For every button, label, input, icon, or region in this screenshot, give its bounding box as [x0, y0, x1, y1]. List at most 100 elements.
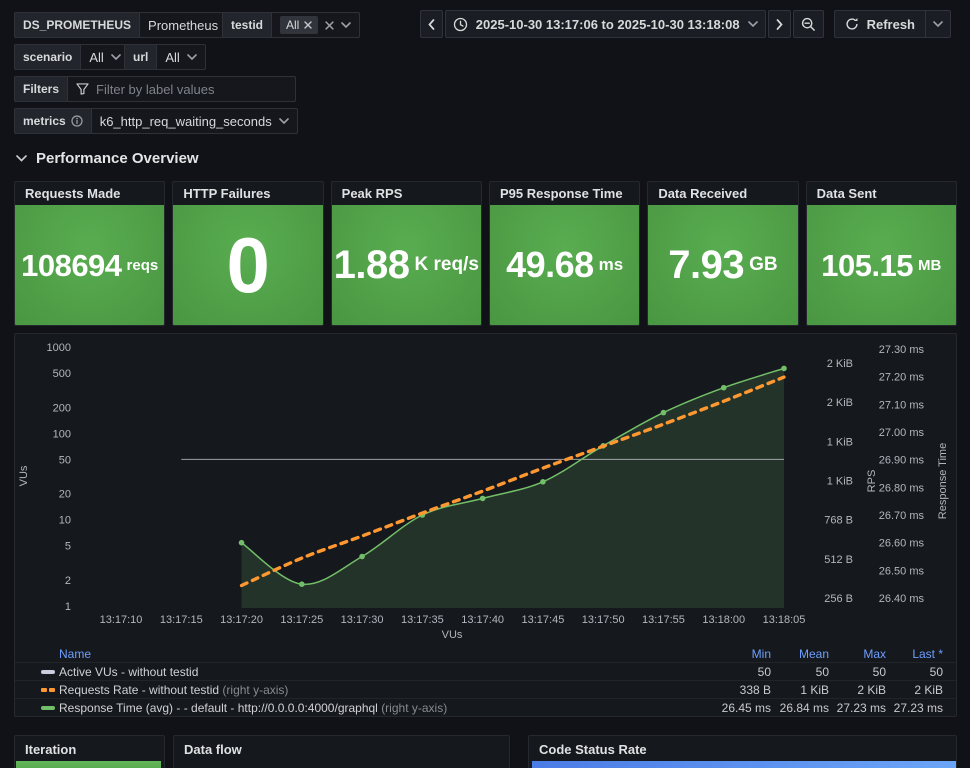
axis-tick-label: 26.70 ms	[879, 510, 925, 522]
axis-tick-label: 26.90 ms	[879, 455, 925, 467]
testid-chip-all[interactable]: All	[280, 16, 319, 34]
legend-row: Requests Rate - without testid (right y-…	[15, 680, 956, 698]
axis-tick-label: RPS	[866, 470, 878, 493]
arrow-left-icon	[428, 18, 435, 30]
testid-chip-label: All	[286, 18, 300, 32]
stat-value-area: 0	[173, 205, 323, 325]
variable-picker-metrics[interactable]: k6_http_req_waiting_seconds	[90, 108, 298, 134]
section-title: Performance Overview	[36, 150, 199, 167]
section-performance-overview[interactable]: Performance Overview	[16, 150, 199, 167]
stat-value: 105.15	[821, 247, 914, 283]
axis-tick-label: 512 B	[824, 554, 853, 566]
time-shift-back-button[interactable]	[419, 10, 443, 38]
variable-label-testid: testid	[222, 12, 272, 38]
response-time-point	[660, 409, 667, 416]
variable-value-ds: Prometheus	[148, 17, 219, 33]
legend-stat-value: 50	[815, 664, 829, 679]
close-icon[interactable]	[304, 21, 313, 29]
legend-col-max[interactable]: Max	[863, 647, 886, 661]
panel-title: Code Status Rate	[539, 742, 647, 757]
variable-value-scenario: All	[89, 49, 104, 65]
refresh-interval-dropdown[interactable]	[925, 11, 950, 37]
axis-tick-label: 1 KiB	[827, 476, 853, 488]
axis-tick-label: VUs	[442, 629, 463, 641]
legend-stat-value: 27.23 ms	[836, 700, 886, 715]
variable-group-ds: DS_PROMETHEUS Prometheus	[14, 12, 245, 38]
legend-col-last[interactable]: Last *	[912, 647, 943, 661]
legend-series-name[interactable]: Active VUs - without testid	[59, 664, 199, 679]
axis-tick-label: 13:17:30	[341, 614, 384, 626]
stat-value: 0	[226, 221, 270, 309]
legend-col-min[interactable]: Min	[751, 647, 771, 661]
legend-stat-value: 2 KiB	[857, 682, 886, 697]
refresh-icon	[846, 18, 858, 30]
variable-group-metrics: metrics k6_http_req_waiting_seconds	[14, 108, 298, 134]
filters-input[interactable]: Filter by label values	[67, 76, 297, 102]
legend-stat-value: 2 KiB	[914, 682, 943, 697]
stat-panel-title: HTTP Failures	[183, 186, 271, 201]
legend-col-mean[interactable]: Mean	[798, 647, 829, 661]
stat-panel-p95-response-time: P95 Response Time 49.68 ms	[488, 181, 641, 326]
chevron-down-icon[interactable]	[341, 22, 352, 28]
axis-tick-label: 20	[59, 489, 71, 501]
variable-picker-url[interactable]: All	[156, 44, 206, 70]
legend-axis-suffix: (right y-axis)	[381, 700, 448, 715]
time-shift-forward-button[interactable]	[767, 10, 791, 38]
clock-icon	[453, 17, 467, 31]
stat-unit: GB	[749, 254, 778, 275]
axis-tick-label: 26.40 ms	[879, 593, 925, 605]
axis-tick-label: 13:17:25	[280, 614, 323, 626]
variable-picker-testid[interactable]: All	[271, 12, 361, 38]
panel-title: Data flow	[184, 742, 242, 757]
legend-series-name[interactable]: Requests Rate - without testid (right y-…	[59, 682, 289, 697]
stat-unit: reqs	[126, 256, 159, 274]
response-time-point	[299, 581, 305, 587]
stat-panel-title: Peak RPS	[341, 186, 403, 201]
refresh-button[interactable]: Refresh	[835, 11, 925, 37]
stat-value: 108694	[21, 247, 122, 283]
legend-series-name[interactable]: Response Time (avg) - - default - http:/…	[59, 700, 448, 715]
axis-tick-label: 50	[59, 454, 71, 466]
response-time-point	[540, 479, 546, 485]
response-time-point	[359, 553, 365, 560]
legend-stat-value: 1 KiB	[800, 682, 829, 697]
info-icon[interactable]	[71, 115, 83, 127]
chevron-down-icon	[16, 155, 27, 162]
stat-unit: ms	[598, 255, 624, 274]
axis-tick-label: 2	[65, 575, 71, 587]
axis-tick-label: Response Time	[937, 443, 949, 519]
variable-group-scenario: scenario All	[14, 44, 130, 70]
axis-tick-label: 13:17:55	[642, 614, 685, 626]
axis-tick-label: 13:17:50	[582, 614, 625, 626]
axis-tick-label: 26.60 ms	[879, 538, 925, 550]
clear-all-icon[interactable]	[325, 20, 335, 30]
axis-tick-label: 13:18:05	[763, 614, 806, 626]
axis-tick-label: 100	[53, 428, 71, 440]
axis-tick-label: 13:18:00	[702, 614, 745, 626]
legend-stat-value: 50	[929, 664, 943, 679]
refresh-label: Refresh	[866, 16, 915, 32]
variable-picker-scenario[interactable]: All	[80, 44, 130, 70]
stats-row: Requests Made 108694 reqs HTTP Failures 0 Pea…	[14, 181, 957, 326]
legend-stat-value: 338 B	[739, 682, 771, 697]
zoom-out-button[interactable]	[792, 10, 824, 38]
variable-value-metrics: k6_http_req_waiting_seconds	[99, 113, 272, 129]
variable-label-scenario: scenario	[14, 44, 81, 70]
variable-value-url: All	[165, 49, 180, 65]
refresh-group: Refresh	[833, 10, 951, 38]
variable-label-url: url	[124, 44, 157, 70]
axis-tick-label: 13:17:45	[521, 614, 564, 626]
legend-col-name[interactable]: Name	[59, 647, 92, 661]
stat-value-area: 108694 reqs	[15, 205, 165, 325]
axis-tick-label: 27.10 ms	[879, 399, 925, 411]
time-series-plot[interactable]: 1000 500 200 100 50 20 10 5 2 1 VUs 13:17:10 13:17:1…	[15, 334, 956, 646]
axis-tick-label: VUs	[18, 465, 30, 486]
legend-row: Active VUs - without testid 50 50 50 50	[15, 662, 956, 680]
time-range-picker[interactable]: 2025-10-30 13:17:06 to 2025-10-30 13:18:…	[444, 10, 766, 38]
axis-tick-label: 256 B	[824, 593, 853, 605]
legend-axis-suffix: (right y-axis)	[222, 682, 289, 697]
chart-legend: Name Min Mean Max Last * Active VUs - without…	[15, 646, 956, 716]
funnel-icon	[76, 83, 89, 95]
panel-code-status-rate: Code Status Rate	[528, 735, 957, 768]
